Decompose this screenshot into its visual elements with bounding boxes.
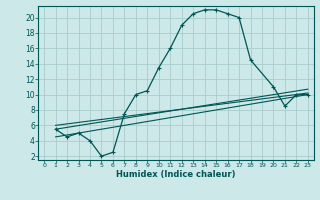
X-axis label: Humidex (Indice chaleur): Humidex (Indice chaleur) <box>116 170 236 179</box>
